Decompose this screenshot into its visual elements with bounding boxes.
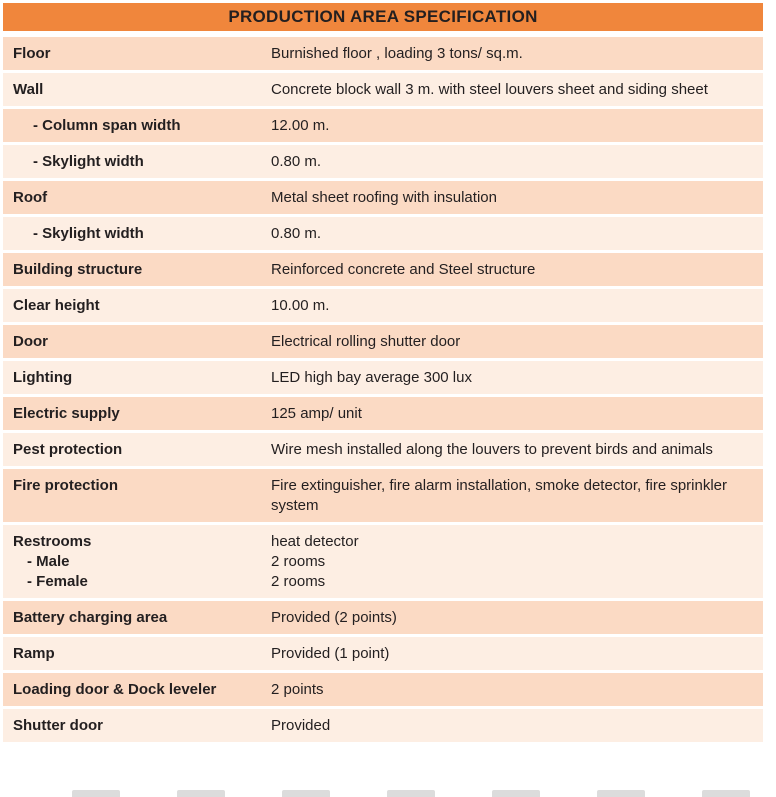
table-row-lighting: Lighting LED high bay average 300 lux: [3, 361, 763, 397]
table-row-wall: Wall Concrete block wall 3 m. with steel…: [3, 73, 763, 109]
cropped-thumbnail: [72, 790, 120, 797]
table-row-shutter-door: Shutter door Provided: [3, 709, 763, 745]
cropped-content-below: [0, 789, 776, 797]
restrooms-female-label: - Female: [27, 573, 88, 590]
restrooms-male-label: - Male: [27, 553, 70, 570]
cropped-thumbnail: [387, 790, 435, 797]
table-row-battery-charging-area: Battery charging area Provided (2 points…: [3, 601, 763, 637]
row-label: Shutter door: [13, 717, 103, 734]
row-value: 125 amp/ unit: [271, 405, 362, 422]
row-value: Provided (1 point): [271, 645, 390, 662]
page-title: PRODUCTION AREA SPECIFICATION: [228, 7, 538, 26]
row-value: 12.00 m.: [271, 117, 330, 134]
table-row-floor: Floor Burnished floor , loading 3 tons/ …: [3, 37, 763, 73]
table-row-pest-protection: Pest protection Wire mesh installed alon…: [3, 433, 763, 469]
row-value: Reinforced concrete and Steel structure: [271, 261, 536, 278]
table-body: Floor Burnished floor , loading 3 tons/ …: [3, 37, 763, 745]
production-area-spec-table: PRODUCTION AREA SPECIFICATION Floor Burn…: [3, 3, 763, 745]
table-row-fire-protection: Fire protection Fire extinguisher, fire …: [3, 469, 763, 525]
restrooms-value-line: heat detector: [271, 533, 359, 550]
row-label: Battery charging area: [13, 609, 168, 626]
restrooms-label: Restrooms: [13, 533, 92, 550]
table-row-clear-height: Clear height 10.00 m.: [3, 289, 763, 325]
table-row-loading-door-dock-leveler: Loading door & Dock leveler 2 points: [3, 673, 763, 709]
cropped-thumbnail: [702, 790, 750, 797]
row-label: Pest protection: [13, 441, 123, 458]
table-row-door: Door Electrical rolling shutter door: [3, 325, 763, 361]
row-label: - Skylight width: [33, 153, 144, 170]
row-label: Door: [13, 333, 48, 350]
row-value: Electrical rolling shutter door: [271, 333, 461, 350]
row-value: 0.80 m.: [271, 225, 322, 242]
table-row-restrooms: Restrooms - Male - Female heat detector …: [3, 525, 763, 601]
row-label: - Skylight width: [33, 225, 144, 242]
row-value: Metal sheet roofing with insulation: [271, 189, 497, 206]
row-label: Floor: [13, 45, 51, 62]
row-label: Roof: [13, 189, 48, 206]
table-row-skylight-width-roof: - Skylight width 0.80 m.: [3, 217, 763, 253]
row-label: Ramp: [13, 645, 55, 662]
row-value: LED high bay average 300 lux: [271, 369, 472, 386]
row-label: Electric supply: [13, 405, 120, 422]
row-value: 10.00 m.: [271, 297, 330, 314]
cropped-thumbnail: [597, 790, 645, 797]
row-label: Lighting: [13, 369, 73, 386]
table-row-roof: Roof Metal sheet roofing with insulation: [3, 181, 763, 217]
table-row-column-span-width: - Column span width 12.00 m.: [3, 109, 763, 145]
table-row-electric-supply: Electric supply 125 amp/ unit: [3, 397, 763, 433]
row-label: Building structure: [13, 261, 143, 278]
table-row-building-structure: Building structure Reinforced concrete a…: [3, 253, 763, 289]
row-label: Wall: [13, 81, 44, 98]
row-value: Fire extinguisher, fire alarm installati…: [271, 477, 728, 514]
row-label: - Column span width: [33, 117, 181, 134]
row-value: Burnished floor , loading 3 tons/ sq.m.: [271, 45, 523, 62]
row-value: heat detector 2 rooms 2 rooms: [263, 525, 763, 598]
row-value: Provided: [271, 717, 331, 734]
row-label: Clear height: [13, 297, 100, 314]
row-value: Concrete block wall 3 m. with steel louv…: [271, 81, 708, 98]
row-value: Wire mesh installed along the louvers to…: [271, 441, 713, 458]
row-value: 2 points: [271, 681, 324, 698]
cropped-thumbnail: [282, 790, 330, 797]
restrooms-male-value: 2 rooms: [271, 553, 326, 570]
table-title-bar: PRODUCTION AREA SPECIFICATION: [3, 3, 763, 31]
restrooms-female-value: 2 rooms: [271, 573, 326, 590]
cropped-thumbnail: [492, 790, 540, 797]
table-row-ramp: Ramp Provided (1 point): [3, 637, 763, 673]
row-label: Fire protection: [13, 477, 119, 494]
row-value: 0.80 m.: [271, 153, 322, 170]
row-value: Provided (2 points): [271, 609, 397, 626]
table-row-skylight-width-wall: - Skylight width 0.80 m.: [3, 145, 763, 181]
row-label: Restrooms - Male - Female: [3, 525, 263, 598]
cropped-thumbnail: [177, 790, 225, 797]
row-label: Loading door & Dock leveler: [13, 681, 217, 698]
